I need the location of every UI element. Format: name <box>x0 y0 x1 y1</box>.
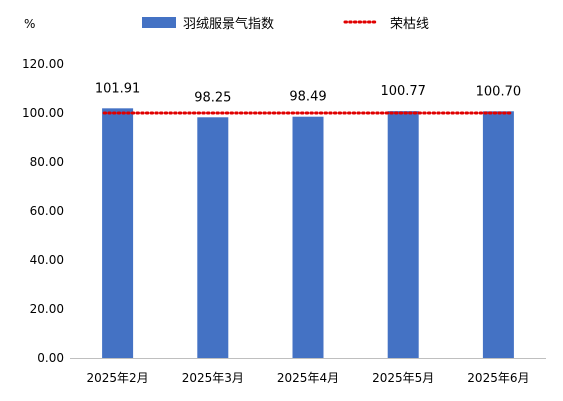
x-tick-label: 2025年2月 <box>87 371 149 385</box>
bar <box>102 108 134 359</box>
legend-label-bar: 羽绒服景气指数 <box>183 16 274 32</box>
data-label: 100.77 <box>380 84 426 99</box>
x-tick-label: 2025年5月 <box>372 371 434 385</box>
x-tick-label: 2025年4月 <box>277 371 339 385</box>
y-tick-label: 100.00 <box>22 106 64 120</box>
y-tick-label: 60.00 <box>30 204 64 218</box>
y-axis: 0.00 20.00 40.00 60.00 80.00 100.00 120.00 <box>22 57 64 365</box>
y-axis-unit: % <box>24 17 35 31</box>
bar <box>482 111 514 358</box>
x-tick-label: 2025年6月 <box>467 371 529 385</box>
y-tick-label: 120.00 <box>22 57 64 71</box>
bar <box>197 117 229 358</box>
x-tick-label: 2025年3月 <box>182 371 244 385</box>
legend-label-line: 荣枯线 <box>390 17 429 32</box>
y-tick-label: 80.00 <box>30 155 64 169</box>
data-label: 101.91 <box>95 81 141 96</box>
y-tick-label: 40.00 <box>30 253 64 267</box>
data-labels: 101.91 98.25 98.49 100.77 100.70 <box>95 81 521 105</box>
legend: 羽绒服景气指数 荣枯线 <box>142 16 429 32</box>
legend-swatch-bar <box>142 17 176 28</box>
data-label: 98.49 <box>289 90 326 105</box>
bar-series <box>102 108 514 359</box>
bar <box>387 111 419 359</box>
bar <box>292 116 324 359</box>
y-tick-label: 20.00 <box>30 302 64 316</box>
data-label: 100.70 <box>476 84 522 99</box>
data-label: 98.25 <box>194 90 231 105</box>
y-tick-label: 0.00 <box>37 351 64 365</box>
x-axis: 2025年2月 2025年3月 2025年4月 2025年5月 2025年6月 <box>87 371 530 385</box>
